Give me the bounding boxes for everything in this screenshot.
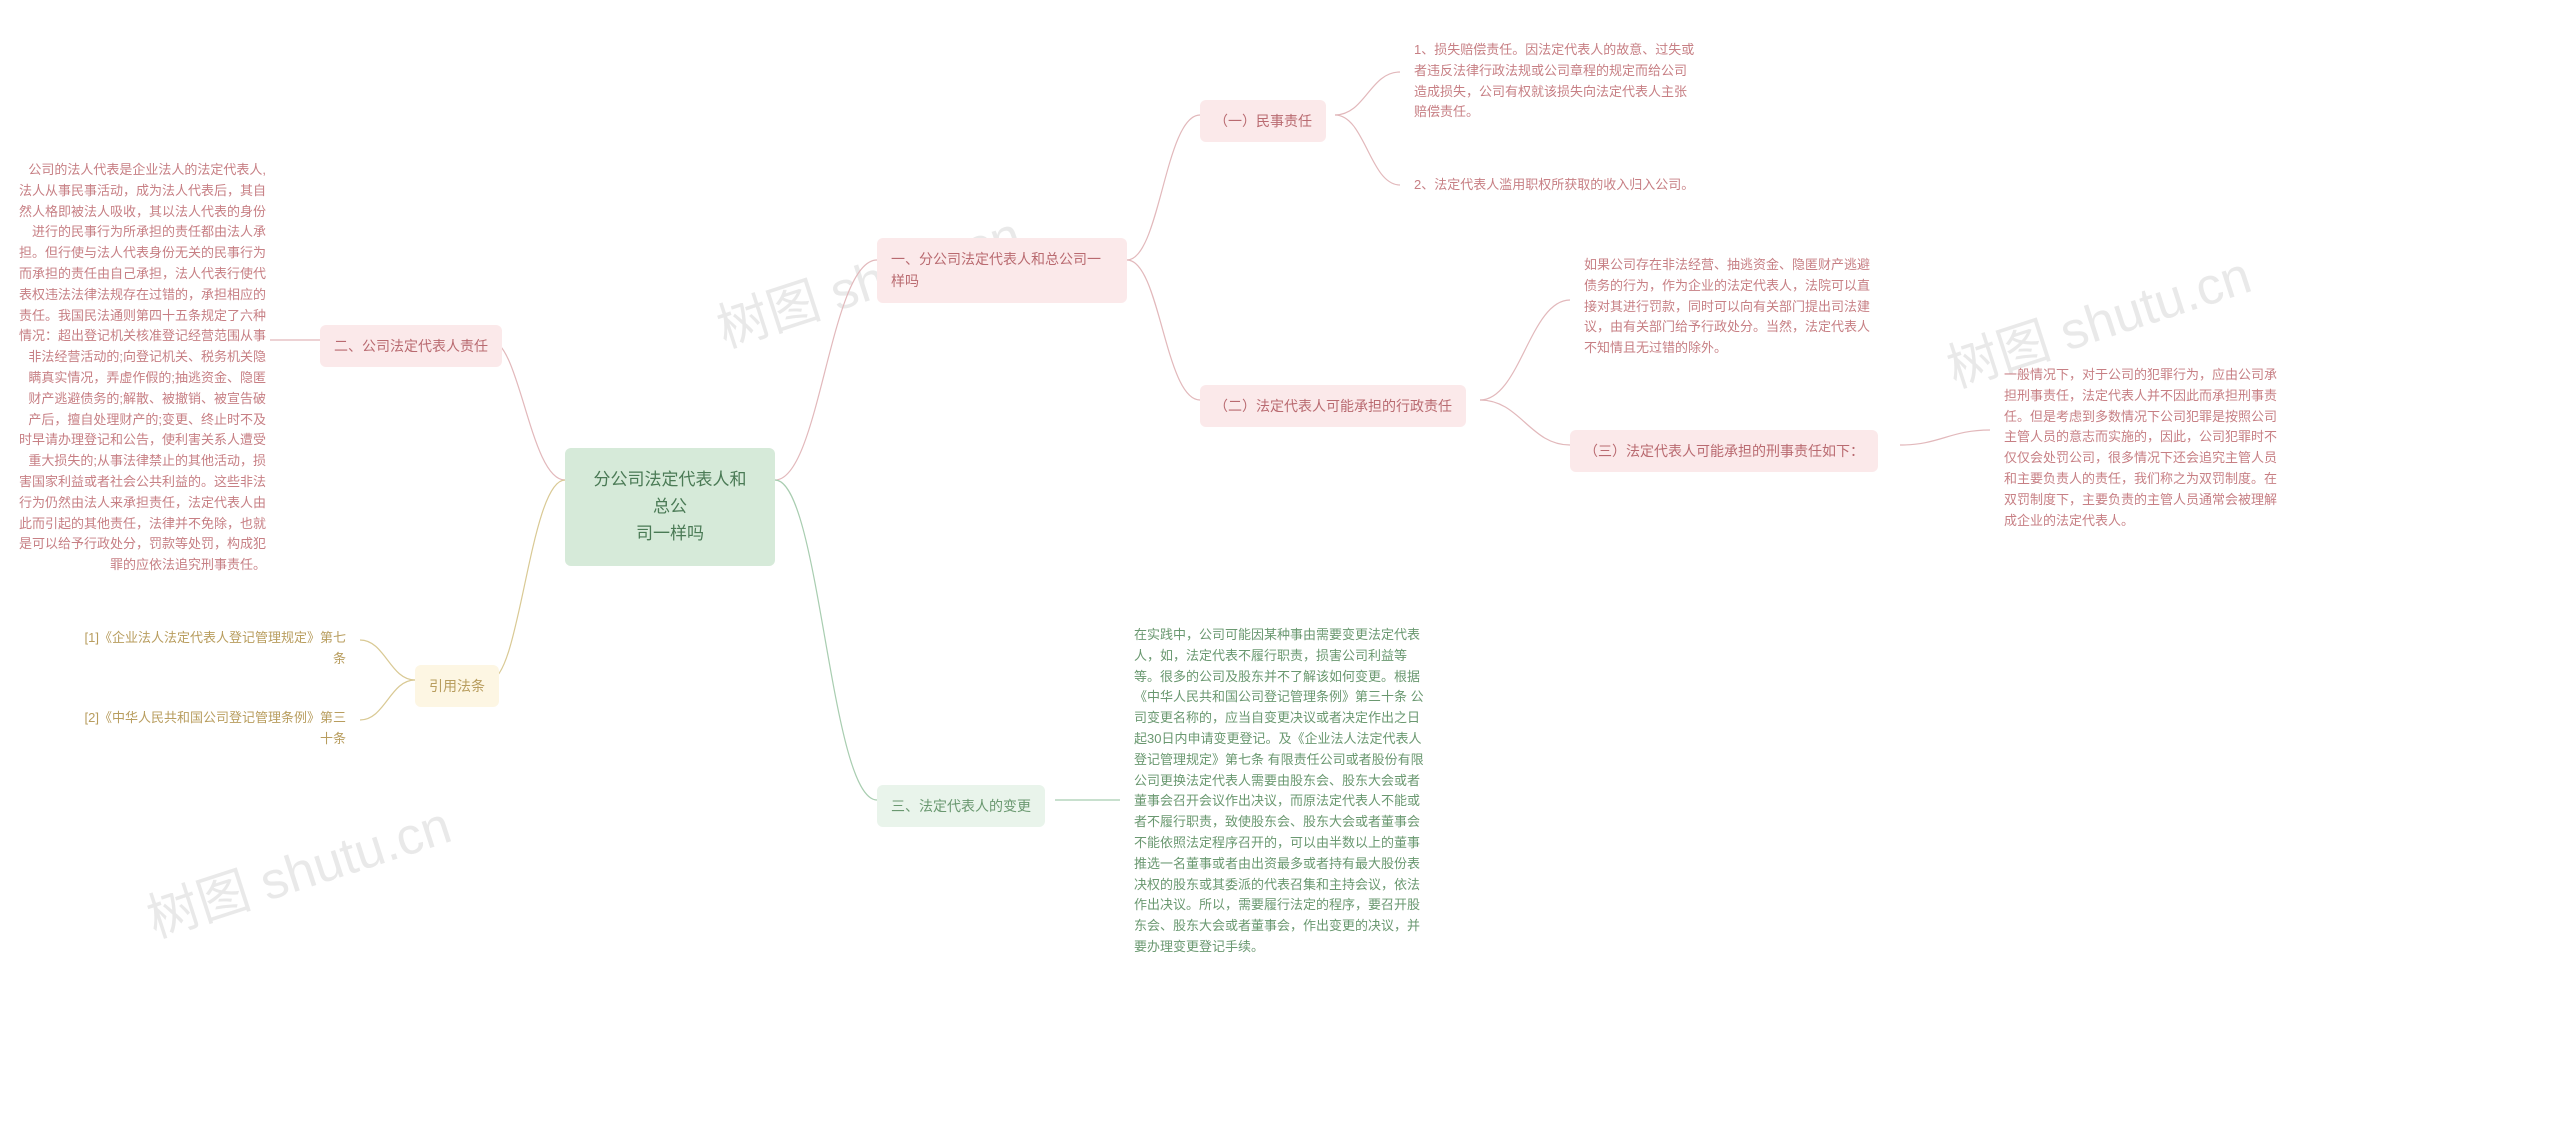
- leaf-liability: 公司的法人代表是企业法人的法定代表人,法人从事民事活动，成为法人代表后，其自然人…: [5, 150, 280, 586]
- leaf-civil-1: 1、损失赔偿责任。因法定代表人的故意、过失或者违反法律行政法规或公司章程的规定而…: [1400, 30, 1710, 133]
- node-admin: （二）法定代表人可能承担的行政责任: [1200, 385, 1466, 427]
- node-civil: （一）民事责任: [1200, 100, 1326, 142]
- node-liability: 二、公司法定代表人责任: [320, 325, 502, 367]
- node-same: 一、分公司法定代表人和总公司一样吗: [877, 238, 1127, 303]
- node-change: 三、法定代表人的变更: [877, 785, 1045, 827]
- node-citations: 引用法条: [415, 665, 499, 707]
- watermark: 树图 shutu.cn: [136, 783, 459, 952]
- leaf-civil-2: 2、法定代表人滥用职权所获取的收入归入公司。: [1400, 165, 1710, 206]
- leaf-admin: 如果公司存在非法经营、抽逃资金、隐匿财产逃避债务的行为，作为企业的法定代表人，法…: [1570, 245, 1890, 369]
- leaf-change: 在实践中，公司可能因某种事由需要变更法定代表人，如，法定代表不履行职责，损害公司…: [1120, 615, 1440, 968]
- root-node: 分公司法定代表人和总公司一样吗: [565, 448, 775, 566]
- leaf-cite-1: [1]《企业法人法定代表人登记管理规定》第七条: [60, 618, 360, 680]
- leaf-cite-2: [2]《中华人民共和国公司登记管理条例》第三十条: [60, 698, 360, 760]
- node-criminal: （三）法定代表人可能承担的刑事责任如下：: [1570, 430, 1878, 472]
- leaf-criminal: 一般情况下，对于公司的犯罪行为，应由公司承担刑事责任，法定代表人并不因此而承担刑…: [1990, 355, 2300, 541]
